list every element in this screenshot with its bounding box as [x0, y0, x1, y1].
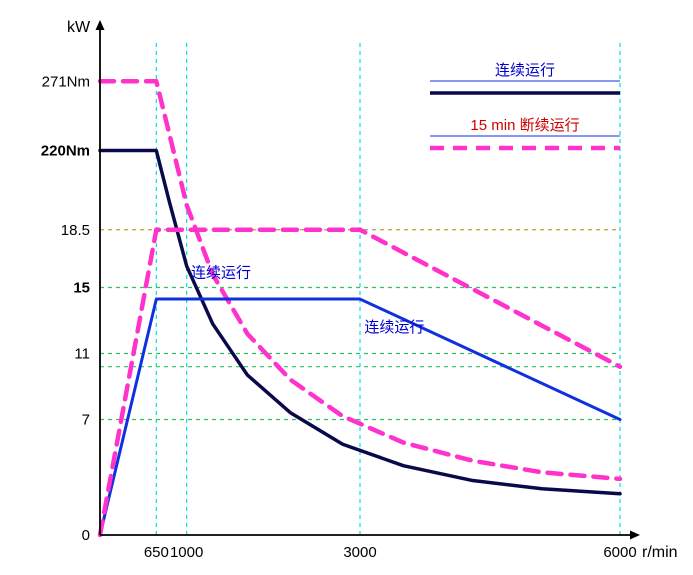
motor-curve-chart: kW r/min 6501000 3000 6000 0 7 11 15 18.5 220Nm 271…: [0, 0, 693, 575]
x-axis-arrow: [630, 531, 640, 540]
legend-label: 15 min 断续运行: [470, 117, 579, 134]
inline-label: 连续运行: [364, 319, 424, 336]
y-tick: 271Nm: [42, 73, 90, 90]
y-tick: 220Nm: [41, 143, 90, 160]
y-tick: 0: [82, 527, 90, 544]
x-tick: 3000: [343, 544, 376, 561]
torque-continuous-navy: [100, 151, 620, 494]
x-tick: 6000: [603, 544, 636, 561]
y-axis-arrow: [96, 20, 105, 30]
x-axis-label: r/min: [642, 544, 678, 561]
chart-svg: kW r/min 6501000 3000 6000 0 7 11 15 18.5 220Nm 271…: [0, 0, 693, 575]
x-tick: 1000: [170, 544, 203, 561]
y-tick: 18.5: [61, 222, 90, 239]
y-tick: 7: [82, 412, 90, 429]
y-tick: 11: [74, 346, 90, 363]
inline-label: 连续运行: [191, 265, 251, 282]
y-axis-label: kW: [67, 19, 91, 36]
legend-label: 连续运行: [495, 62, 555, 79]
y-tick: 15: [73, 280, 90, 297]
x-tick: 650: [144, 544, 169, 561]
